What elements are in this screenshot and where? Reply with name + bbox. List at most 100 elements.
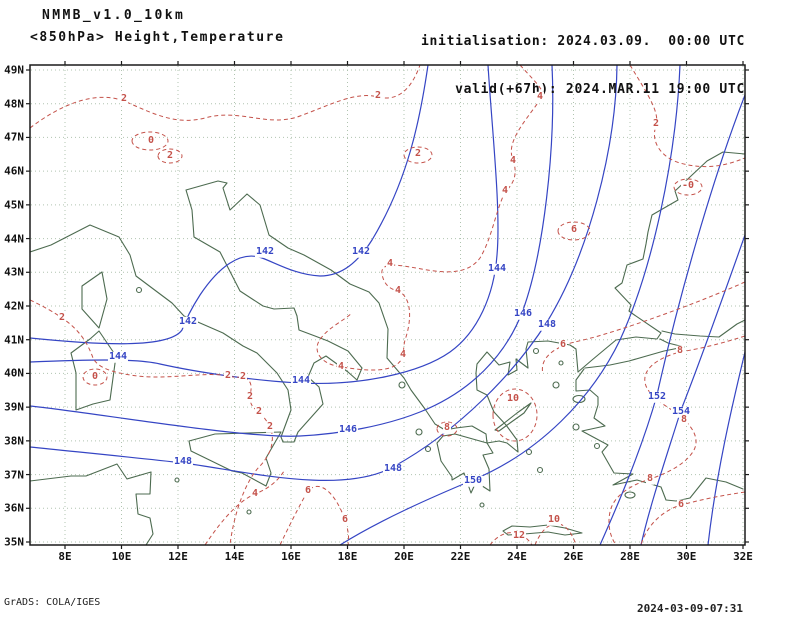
temp-contour-label: 6 [340, 513, 350, 526]
temp-contour-6-southeast [640, 491, 745, 545]
temp-contour-2-cell-a [157, 148, 183, 164]
temp-contour-label: 2 [413, 147, 423, 160]
lat-label: 35N [4, 535, 24, 549]
temp-contour-label: 10 [505, 392, 521, 405]
lat-label: 42N [4, 299, 24, 313]
temp-contour-10-cell [492, 388, 538, 442]
lon-label: 28E [620, 550, 640, 563]
temp-contour-2-northeast [629, 65, 745, 168]
temp-contour-label: 4 [336, 360, 346, 373]
coast-balkans-greece [222, 182, 579, 453]
island-elba [135, 286, 143, 294]
lat-label: 46N [4, 164, 24, 178]
coast-italy [30, 180, 363, 443]
lon-label: 10E [111, 550, 132, 563]
temp-contour-label: 8 [675, 344, 685, 357]
height-contour-148 [30, 65, 618, 482]
temp-contour-2-cell-b [403, 146, 433, 164]
init-time: initialisation: 2024.03.09. 00:00 UTC [420, 34, 745, 49]
coast-tunisia [30, 463, 154, 545]
island-corfu [398, 381, 406, 389]
lat-label: 45N [4, 198, 24, 212]
lat-label: 37N [4, 468, 24, 482]
temp-contour-label: 2 [245, 390, 255, 403]
height-contour-label: 142 [254, 245, 276, 258]
lon-label: 30E [676, 550, 697, 563]
lon-label: 14E [224, 550, 245, 563]
temp-contour-label: 2 [119, 92, 129, 105]
height-contour-label: 148 [382, 462, 404, 475]
height-contour-label: 150 [462, 474, 484, 487]
lon-label: 26E [563, 550, 584, 563]
temp-contour-6-east [541, 281, 745, 375]
island-chios [572, 423, 580, 431]
coast-blacksea-west [614, 151, 745, 334]
lat-label: 48N [4, 97, 24, 111]
run-info: initialisation: 2024.03.09. 00:00 UTC va… [421, 9, 745, 131]
lon-label: 16E [281, 550, 301, 563]
lat-label: 41N [4, 333, 24, 347]
temp-contour-2-west [30, 299, 273, 545]
temp-contour-0-cell-sardinia [82, 368, 108, 386]
coast-peloponnese [436, 433, 494, 494]
height-contour-142 [30, 65, 429, 345]
temp-contour-label: 2 [165, 149, 175, 162]
island-rhodes [624, 491, 636, 499]
height-contour-label: 154 [670, 405, 692, 418]
coast-blacksea-south [661, 319, 745, 338]
model-title: NMMB_v1.0_10km [42, 8, 186, 23]
temp-contour-label: 4 [385, 257, 395, 270]
temp-contour-label: 4 [393, 284, 403, 297]
temp-contour-6-sicily [279, 485, 350, 545]
island-kythira [479, 502, 485, 508]
temp-contour-label: 2 [238, 370, 248, 383]
island-naxos [536, 466, 544, 474]
temp-contour-label: 12 [511, 529, 527, 542]
island-samos [593, 442, 601, 450]
height-contour-label: 144 [290, 374, 312, 387]
level-variables: <850hPa> Height,Temperature [30, 30, 285, 45]
temp-contour-6-cell [557, 221, 591, 241]
lon-label: 8E [58, 550, 72, 563]
temp-contour-label: 6 [569, 223, 579, 236]
lat-label: 43N [4, 265, 24, 279]
temp-contour-label: 4 [500, 184, 510, 197]
height-contour-label: 146 [512, 307, 534, 320]
creation-timestamp: 2024-03-09-07:31 [637, 602, 743, 615]
lat-label: 36N [4, 501, 24, 515]
temp-contour-label: -0 [680, 179, 696, 192]
axis-ticks [26, 61, 749, 549]
temp-contour-4-sicily [204, 470, 285, 545]
lat-label: 39N [4, 400, 24, 414]
temp-contour-label: 6 [558, 338, 568, 351]
temp-contour-label: 8 [679, 413, 689, 426]
temp-contour-label: 2 [254, 405, 264, 418]
lat-label: 47N [4, 130, 24, 144]
height-contour-150 [339, 65, 681, 545]
height-contour-label: 148 [172, 455, 194, 468]
temp-contour-8-east [608, 335, 745, 545]
coast-euboea [494, 402, 532, 432]
temp-contour-label: 2 [651, 117, 661, 130]
height-contour-144 [30, 65, 499, 385]
island-thasos [532, 347, 540, 355]
height-contour-label: 148 [536, 318, 558, 331]
temp-contour-label: 4 [398, 348, 408, 361]
temp-contour-label: 6 [303, 484, 313, 497]
temp-contour-label: 8 [442, 421, 452, 434]
lon-label: 18E [337, 550, 358, 563]
height-contour-152 [599, 94, 745, 545]
island-lemnos [552, 381, 560, 389]
coast-marmara-south [584, 338, 685, 369]
temp-contour-label: 2 [373, 89, 383, 102]
temp-contour-label: 8 [645, 472, 655, 485]
height-contour-146 [30, 65, 554, 437]
coast-corsica [81, 271, 108, 329]
temp-contour-label: 6 [676, 498, 686, 511]
temp-contour-label: 2 [265, 420, 275, 433]
island-pantelleria [174, 477, 180, 483]
temp-contour-0-cell [131, 131, 169, 151]
coast-sardinia [70, 330, 117, 411]
lat-label: 38N [4, 434, 24, 448]
